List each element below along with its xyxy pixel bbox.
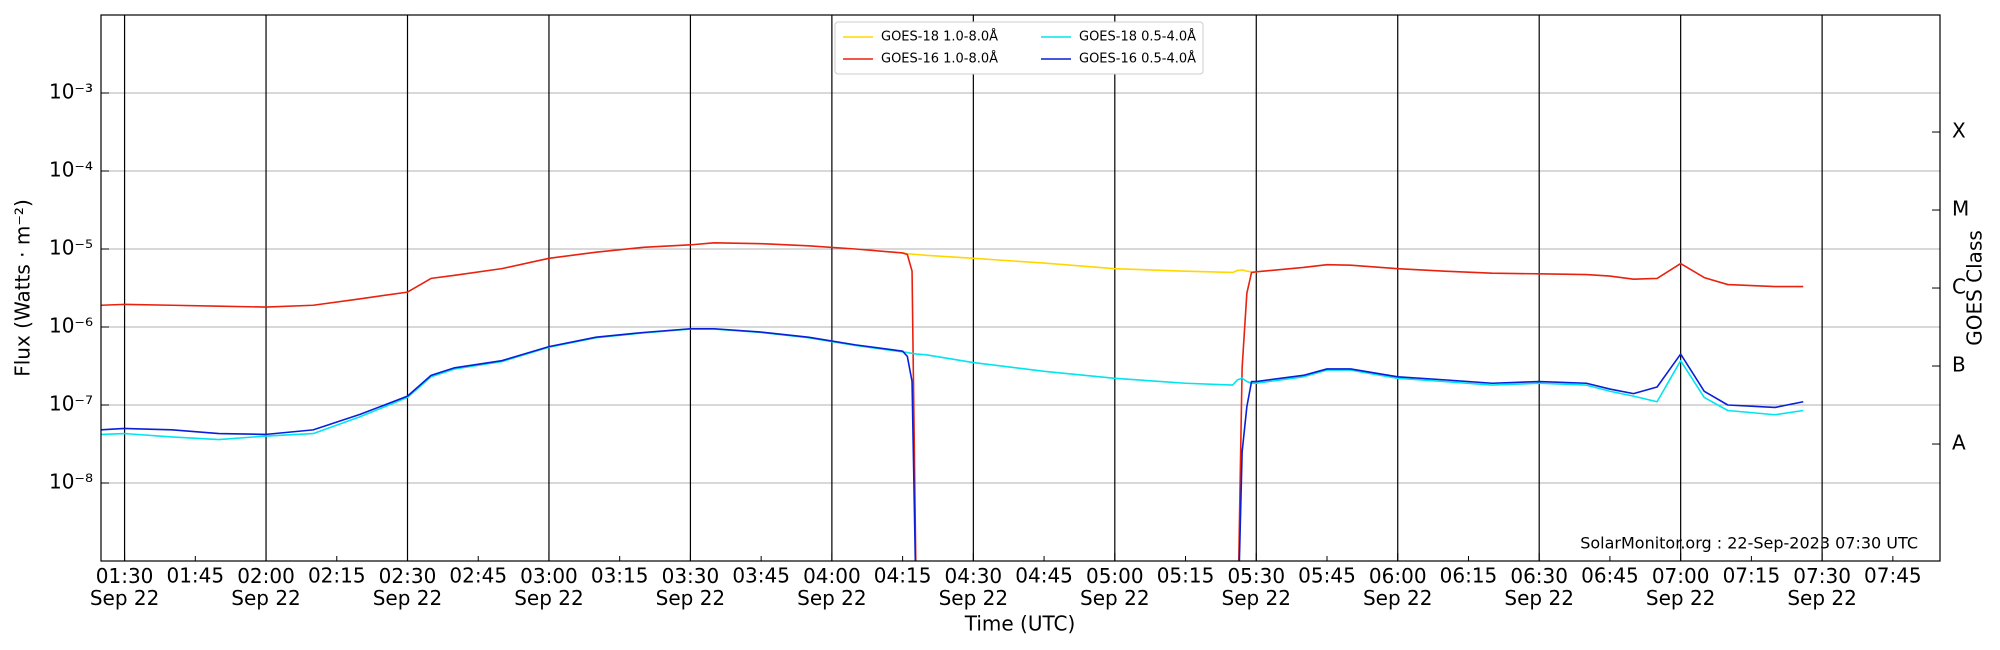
y-tick-label: 10⁻⁷ xyxy=(49,392,93,416)
plot-lines xyxy=(101,242,1804,561)
x-tick-label: 04:30 Sep 22 xyxy=(939,564,1009,610)
x-tick-label: 02:15 xyxy=(308,564,366,588)
x-tick-label: 02:30 Sep 22 xyxy=(373,564,443,610)
x-tick-label: 03:30 Sep 22 xyxy=(656,564,726,610)
y-tick-label: 10⁻⁸ xyxy=(49,470,93,494)
y-tick-label: 10⁻³ xyxy=(49,80,93,104)
x-tick-label: 04:15 xyxy=(874,564,932,588)
y2-tick-label: X xyxy=(1952,119,1966,143)
legend: GOES-18 1.0-8.0Å GOES-16 1.0-8.0Å GOES-18 … xyxy=(834,21,1204,75)
y2-axis-label: GOES Class xyxy=(1963,230,1987,346)
x-tick-label: 07:15 xyxy=(1723,564,1781,588)
y-tick-label: 10⁻⁴ xyxy=(49,158,93,182)
x-tick-label: 05:00 Sep 22 xyxy=(1080,564,1150,610)
legend-box xyxy=(834,21,1204,75)
x-tick-label: 01:45 xyxy=(166,564,224,588)
x-tick-label: 01:30 Sep 22 xyxy=(90,564,160,610)
x-tick-label: 04:00 Sep 22 xyxy=(797,564,867,610)
x-tick-label: 04:45 xyxy=(1015,564,1073,588)
y2-tick-label: B xyxy=(1952,353,1966,377)
legend-label: GOES-16 1.0-8.0Å xyxy=(881,51,998,67)
legend-label: GOES-18 1.0-8.0Å xyxy=(881,29,998,45)
x-tick-label: 03:15 xyxy=(591,564,649,588)
x-tick-label: 03:00 Sep 22 xyxy=(514,564,584,610)
series-line xyxy=(101,242,917,561)
axes: 10⁻⁸ 10⁻⁷ 10⁻⁶ 10⁻⁵ 10⁻⁴ 10⁻³ A B C M X 01:30 Sep 22… xyxy=(49,80,1969,610)
x-tick-label: 07:45 xyxy=(1864,564,1922,588)
series-line xyxy=(902,252,1257,274)
x-tick-label: 07:00 Sep 22 xyxy=(1646,564,1716,610)
x-tick-label: 06:30 Sep 22 xyxy=(1504,564,1574,610)
y2-tick-label: M xyxy=(1952,197,1969,221)
y-tick-label: 10⁻⁶ xyxy=(49,314,93,338)
x-tick-label: 05:30 Sep 22 xyxy=(1222,564,1292,610)
grid xyxy=(101,15,1940,561)
x-tick-label: 02:45 xyxy=(449,564,507,588)
x-tick-label: 07:30 Sep 22 xyxy=(1787,564,1857,610)
x-tick-label: 05:45 xyxy=(1298,564,1356,588)
y2-tick-label: A xyxy=(1952,431,1966,455)
x-tick-label: 03:45 xyxy=(732,564,790,588)
x-tick-label: 06:45 xyxy=(1581,564,1639,588)
y2-tick-label: C xyxy=(1952,275,1966,299)
legend-label: GOES-16 0.5-4.0Å xyxy=(1079,51,1196,67)
series-line xyxy=(101,327,917,561)
series-line xyxy=(1238,353,1804,561)
series-line xyxy=(101,328,1804,441)
x-axis-label: Time (UTC) xyxy=(964,612,1076,636)
annotation: SolarMonitor.org : 22-Sep-2023 07:30 UTC xyxy=(1580,534,1918,553)
x-tick-label: 06:15 xyxy=(1440,564,1498,588)
x-tick-label: 02:00 Sep 22 xyxy=(231,564,301,610)
legend-label: GOES-18 0.5-4.0Å xyxy=(1079,29,1196,45)
x-tick-label: 05:15 xyxy=(1157,564,1215,588)
y-axis-label: Flux (Watts · m⁻²) xyxy=(11,199,35,377)
y-tick-label: 10⁻⁵ xyxy=(49,236,93,260)
x-tick-label: 06:00 Sep 22 xyxy=(1363,564,1433,610)
series-line xyxy=(1237,262,1804,561)
